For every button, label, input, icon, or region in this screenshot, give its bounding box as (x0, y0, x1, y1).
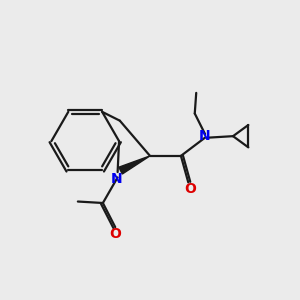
Text: O: O (184, 182, 196, 196)
Text: O: O (109, 226, 121, 241)
Text: N: N (111, 172, 123, 186)
Polygon shape (119, 156, 150, 174)
Text: N: N (199, 129, 211, 143)
